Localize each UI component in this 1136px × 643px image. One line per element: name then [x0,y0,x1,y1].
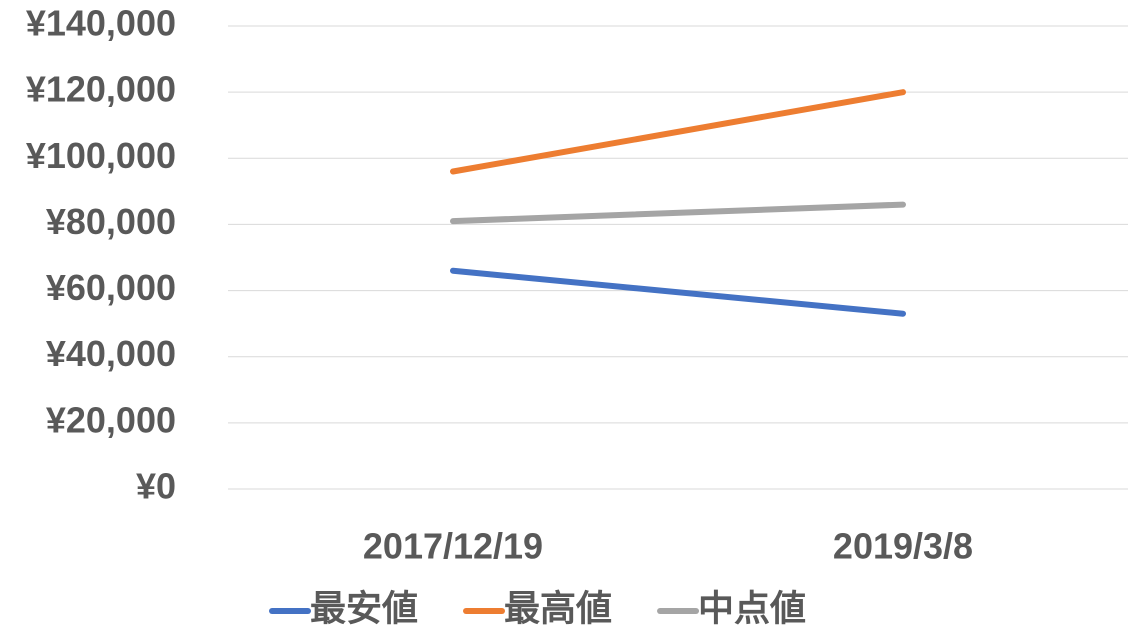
legend-label: 中点値 [698,588,806,629]
y-tick-label: ¥60,000 [46,267,176,308]
series-line [450,267,906,317]
y-tick-label: ¥40,000 [46,333,176,374]
x-tick-label: 2019/3/8 [833,526,973,567]
y-tick-label: ¥140,000 [26,3,176,44]
y-tick-label: ¥100,000 [26,135,176,176]
series-line [450,201,906,225]
x-tick-label: 2017/12/19 [363,526,543,567]
legend-label: 最高値 [504,588,612,629]
y-tick-label: ¥0 [136,466,176,507]
y-tick-label: ¥80,000 [46,201,176,242]
legend-label: 最安値 [310,588,418,629]
y-tick-label: ¥120,000 [26,69,176,110]
y-tick-label: ¥20,000 [46,399,176,440]
series-line [450,89,906,175]
